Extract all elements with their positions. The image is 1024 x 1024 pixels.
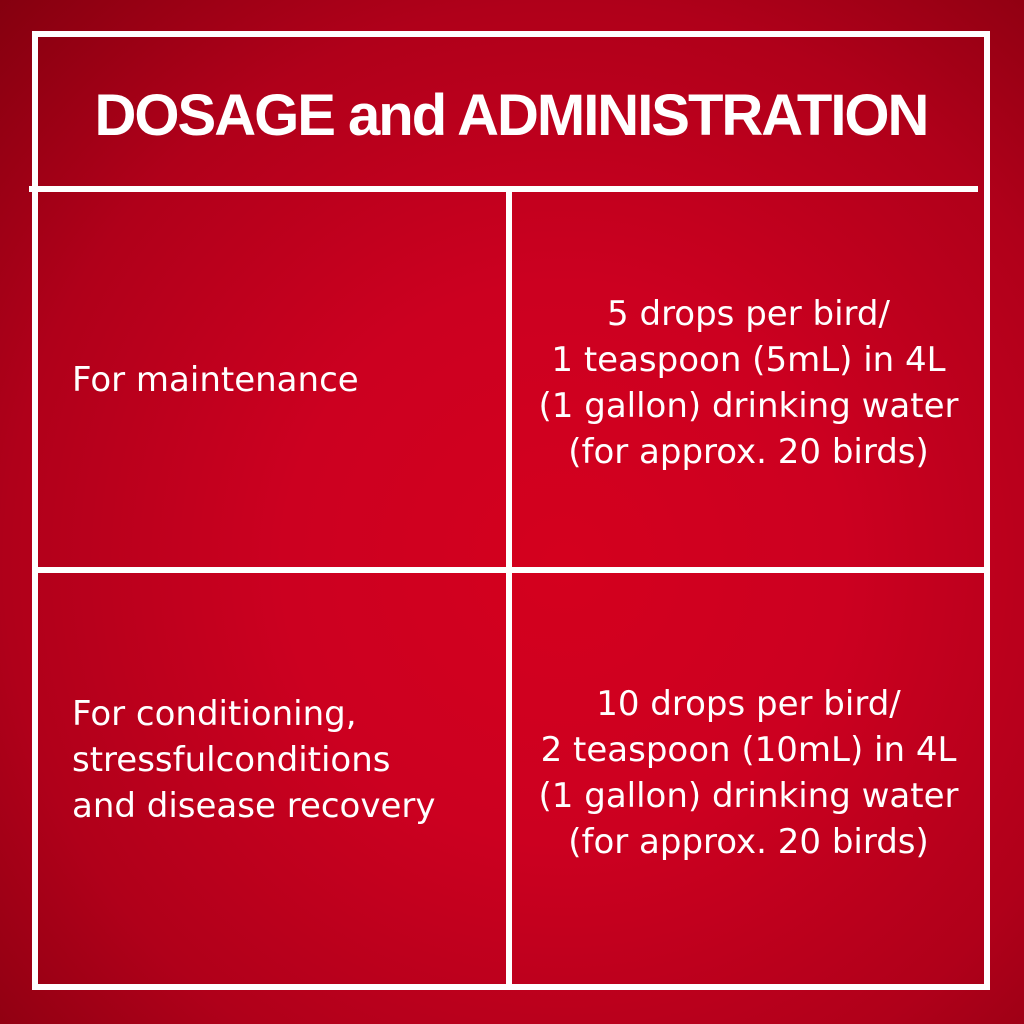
row-divider — [36, 567, 986, 573]
condition-line: For conditioning, — [72, 694, 357, 734]
dosage-line: 2 teaspoon (10mL) in 4L — [540, 730, 957, 770]
border-top — [32, 31, 990, 37]
page-title: DOSAGE and ADMINISTRATION — [94, 82, 930, 148]
dosage-recovery: 10 drops per bird/ 2 teaspoon (10mL) in … — [512, 678, 985, 868]
condition-line: stressfulconditions — [72, 740, 391, 780]
border-right — [984, 31, 990, 990]
dosage-line: 5 drops per bird/ — [607, 294, 890, 334]
column-divider — [506, 190, 512, 986]
dosage-maintenance: 5 drops per bird/ 1 teaspoon (5mL) in 4L… — [512, 288, 985, 478]
title-divider — [29, 186, 978, 192]
condition-line: and disease recovery — [72, 786, 436, 826]
condition-recovery: For conditioning, stressfulconditions an… — [72, 680, 502, 840]
dosage-line: 10 drops per bird/ — [596, 684, 901, 724]
dosage-line: (1 gallon) drinking water — [538, 386, 959, 426]
border-bottom — [32, 984, 990, 990]
dosage-line: 1 teaspoon (5mL) in 4L — [551, 340, 946, 380]
dosage-line: (for approx. 20 birds) — [568, 432, 929, 472]
border-left — [32, 31, 38, 990]
dosage-line: (1 gallon) drinking water — [538, 776, 959, 816]
dosage-line: (for approx. 20 birds) — [568, 822, 929, 862]
condition-maintenance: For maintenance — [72, 192, 502, 567]
condition-label: For maintenance — [72, 359, 359, 400]
